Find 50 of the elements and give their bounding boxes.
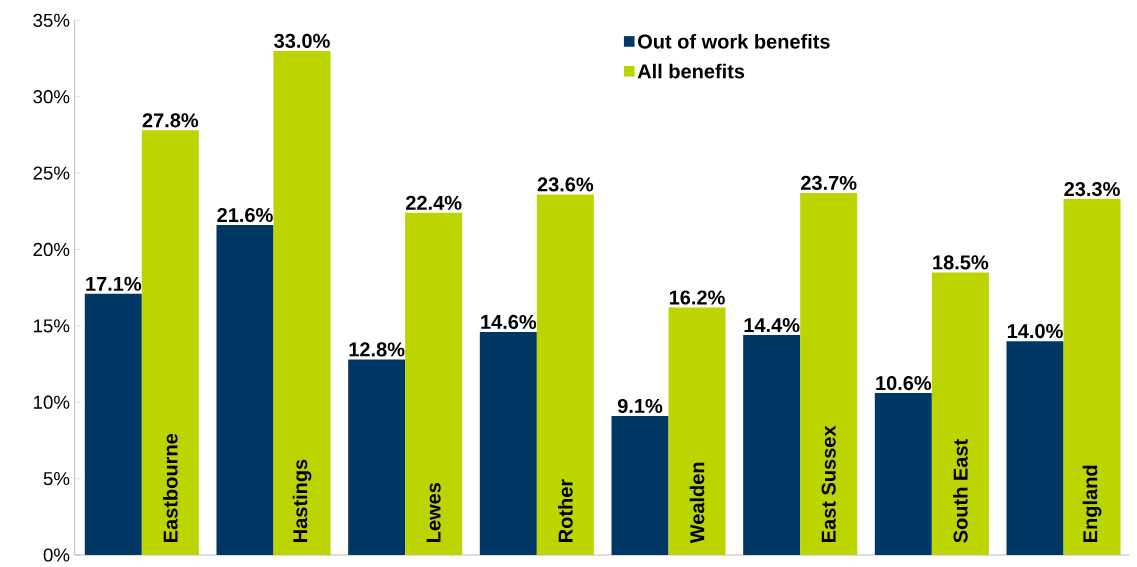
y-tick-label: 35% [33, 13, 70, 27]
data-label: 22.4% [406, 195, 462, 210]
bar [141, 130, 199, 555]
bar [668, 307, 726, 555]
data-label: 23.6% [537, 177, 594, 192]
x-tick-label: Hastings [292, 459, 312, 542]
bar [479, 331, 537, 555]
bar [743, 335, 801, 555]
data-label: 18.5% [933, 255, 989, 270]
bar [273, 50, 331, 555]
data-label: 14.6% [481, 314, 537, 330]
data-label: 23.3% [1064, 181, 1120, 197]
bar [1006, 341, 1064, 555]
data-label: 16.2% [669, 290, 725, 305]
data-label: 23.7% [801, 175, 857, 191]
legend-label: Out of work benefits [638, 33, 830, 49]
x-tick-label: East Sussex [821, 425, 836, 542]
bar [874, 393, 932, 555]
y-tick-label: 15% [34, 319, 70, 333]
y-tick-label: 25% [33, 166, 70, 180]
bar [800, 192, 858, 555]
y-tick-label: 10% [34, 395, 70, 409]
data-label: 14.0% [1007, 324, 1063, 339]
bar [348, 359, 406, 555]
x-tick-label: England [1082, 465, 1102, 542]
x-tick-label: Lewes [426, 482, 441, 542]
legend-label: All benefits [637, 63, 745, 79]
y-tick-label: 5% [43, 472, 70, 486]
data-label: 9.1% [617, 398, 663, 414]
bar [405, 212, 463, 555]
data-label: 21.6% [217, 207, 273, 223]
x-tick-label: Rother [558, 479, 573, 542]
x-tick-label: Wealden [689, 462, 705, 544]
y-tick-label: 0% [43, 548, 70, 562]
data-label: 33.0% [274, 33, 330, 48]
data-label: 14.4% [744, 318, 800, 333]
bar [216, 225, 274, 555]
x-tick-label: Eastbourne [162, 433, 178, 542]
x-tick-label: South East [953, 439, 968, 543]
data-label: 12.8% [349, 342, 405, 357]
data-label: 17.1% [86, 276, 142, 291]
data-label: 27.8% [142, 113, 199, 128]
bar [611, 415, 669, 555]
bar [1063, 199, 1121, 555]
bar [536, 194, 594, 555]
bar [931, 272, 989, 555]
y-tick-label: 20% [33, 242, 70, 257]
y-tick-label: 30% [33, 90, 70, 104]
data-label: 10.6% [876, 375, 932, 391]
bar [84, 293, 142, 555]
